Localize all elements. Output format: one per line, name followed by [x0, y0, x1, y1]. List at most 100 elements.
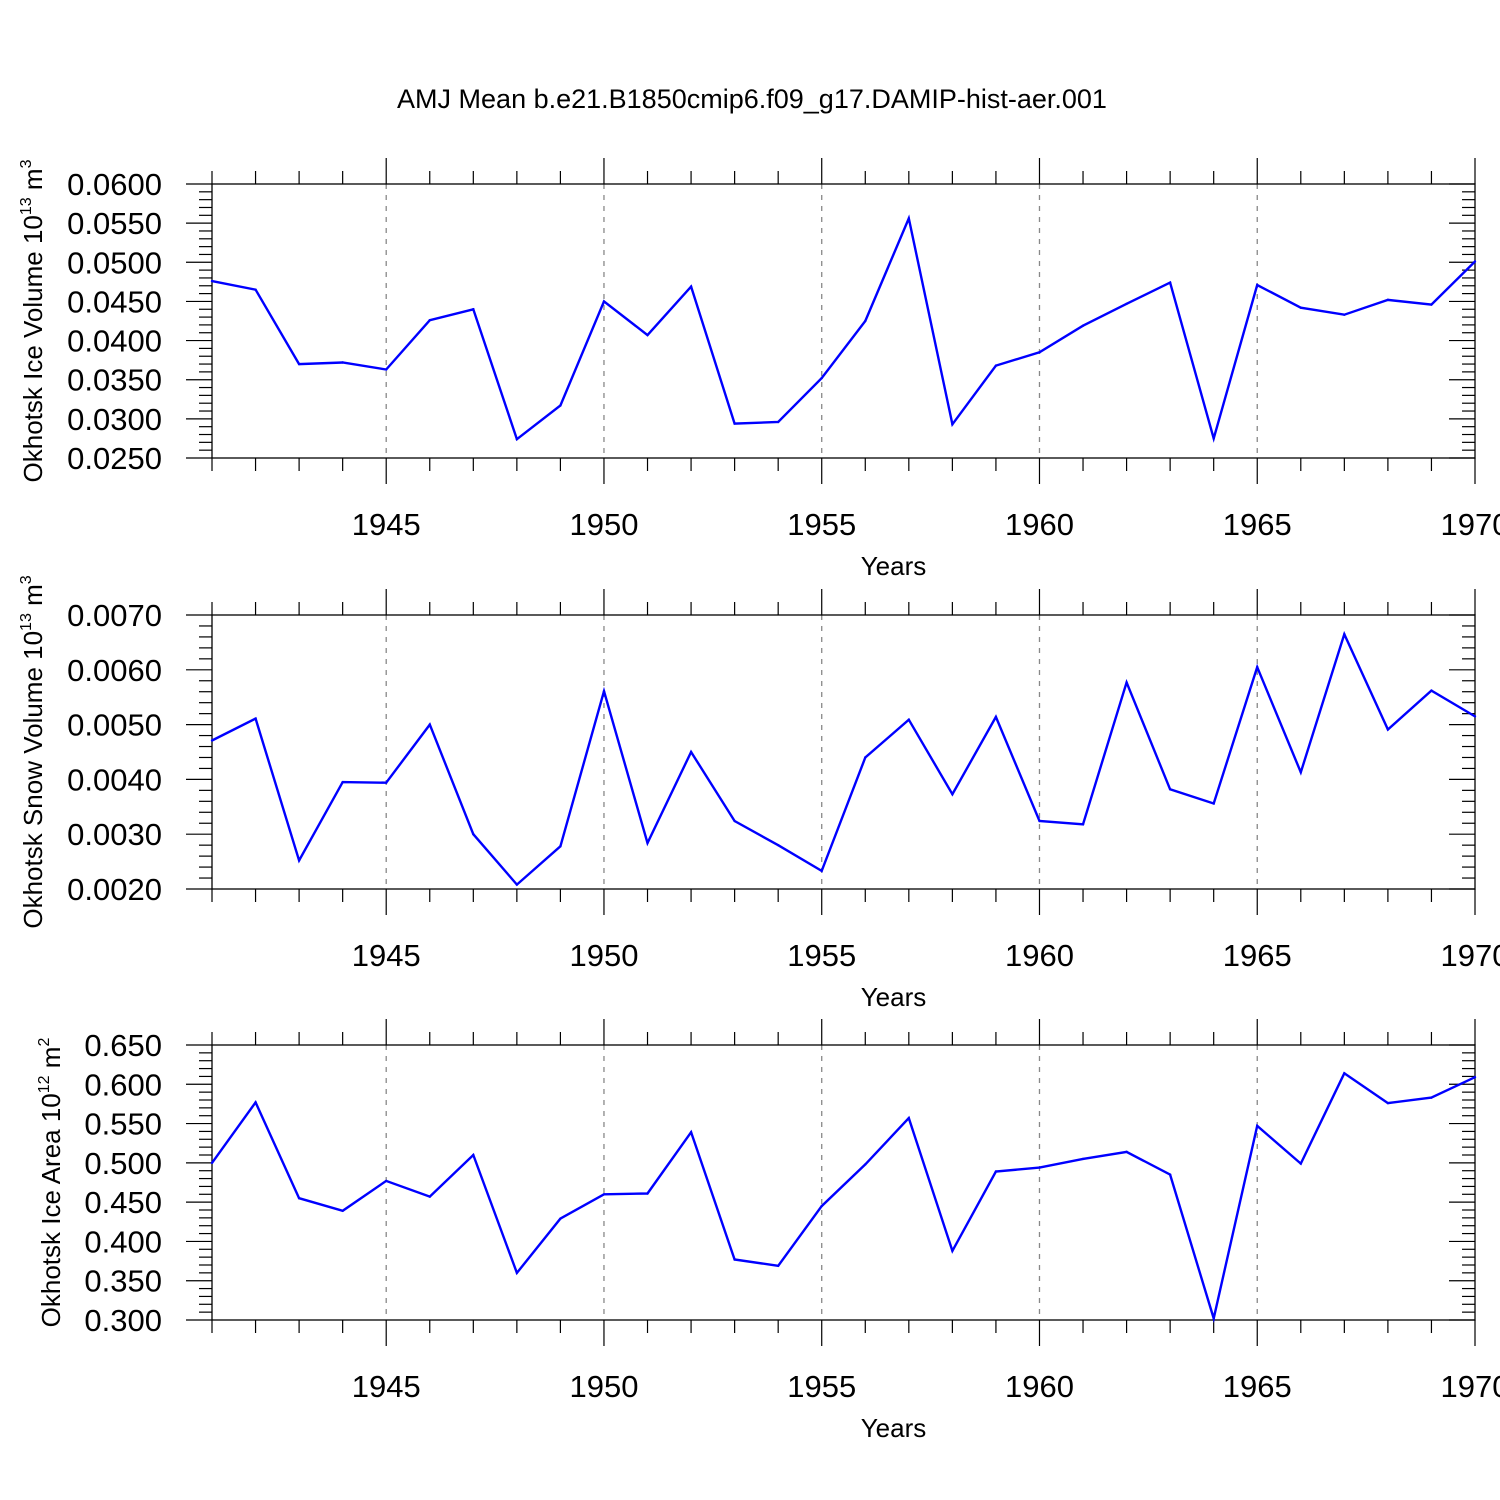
x-tick-label: 1965 [1223, 507, 1292, 542]
panel-ice-area: 0.300 0.350 0.400 0.450 0.500 0.550 0.600 0.650… [36, 1019, 1500, 1443]
plot-frame [211, 183, 1476, 459]
data-point [602, 1193, 606, 1196]
y-tick-label: 0.0250 [67, 441, 162, 476]
data-point [1038, 819, 1041, 823]
data-point [1081, 823, 1085, 826]
data-point [864, 756, 867, 759]
y-tick-label: 0.0550 [67, 206, 162, 241]
x-tick-label: 1955 [787, 507, 856, 542]
y-tick-label: 0.500 [84, 1146, 162, 1181]
x-tick-label: 1945 [352, 938, 421, 973]
data-point [907, 217, 911, 220]
data-point [1256, 283, 1259, 287]
x-tick-label: 1960 [1005, 938, 1074, 973]
x-tick-label: 1955 [787, 938, 856, 973]
plot-frame [211, 1044, 1476, 1321]
data-point [733, 819, 736, 823]
x-tick-label: 1970 [1441, 938, 1500, 973]
panel-snow-volume: 0.0020 0.0030 0.0040 0.0050 0.0060 0.0070 1945… [18, 575, 1500, 1012]
data-point [1473, 260, 1477, 263]
data-point [385, 1179, 388, 1183]
x-tick-label: 1965 [1223, 938, 1292, 973]
plot-frame [211, 614, 1476, 890]
data-point [1212, 802, 1215, 805]
figure-title: AMJ Mean b.e21.B1850cmip6.f09_g17.DAMIP-… [397, 84, 1107, 114]
data-point [994, 1170, 998, 1173]
data-point [1125, 1150, 1128, 1154]
data-point [515, 438, 519, 441]
x-tick-label: 1970 [1441, 1369, 1500, 1404]
x-tick-label: 1950 [569, 507, 638, 542]
data-point [602, 689, 606, 693]
data-point [1256, 665, 1259, 669]
data-point [559, 404, 562, 407]
y-tick-label: 0.0070 [67, 598, 162, 633]
x-axis-label: Years [861, 982, 927, 1012]
data-point [776, 1264, 780, 1267]
data-point [951, 423, 954, 426]
data-point [341, 361, 344, 364]
data-point [907, 718, 911, 721]
data-point [646, 1192, 649, 1195]
data-point [1081, 324, 1085, 327]
x-axis-label: Years [861, 1413, 927, 1443]
data-point [1168, 281, 1172, 284]
data-point [1386, 1101, 1390, 1105]
data-point [1386, 728, 1390, 731]
x-tick-label: 1950 [569, 1369, 638, 1404]
data-point [1299, 1162, 1302, 1165]
data-point [472, 833, 475, 836]
data-point [559, 1217, 562, 1220]
y-tick-label: 0.300 [84, 1303, 162, 1338]
data-point [341, 780, 344, 784]
data-point [1473, 715, 1477, 718]
data-point [472, 1153, 475, 1157]
y-tick-label: 0.550 [84, 1107, 162, 1142]
data-point [1038, 351, 1041, 354]
data-point [1299, 771, 1302, 774]
y-tick-label: 0.600 [84, 1067, 162, 1102]
data-point [733, 422, 736, 425]
x-tick-label: 1960 [1005, 507, 1074, 542]
x-tick-label: 1945 [352, 507, 421, 542]
data-point [559, 845, 562, 848]
data-point [254, 288, 257, 291]
data-point [210, 279, 214, 283]
series-line [211, 214, 1476, 443]
x-tick-label: 1945 [352, 1369, 421, 1404]
data-point [1212, 1317, 1215, 1320]
data-point [1038, 1166, 1041, 1169]
data-point [1386, 298, 1390, 302]
series-line [211, 1071, 1476, 1324]
data-point [1430, 1096, 1433, 1099]
y-tick-label: 0.400 [84, 1224, 162, 1259]
data-point [1212, 437, 1215, 440]
y-axis-label: Okhotsk Snow Volume 1013 m3 [18, 575, 48, 928]
data-point [689, 1131, 693, 1134]
data-point [820, 869, 823, 873]
data-point [1081, 1157, 1085, 1161]
data-point [1343, 632, 1346, 636]
data-point [1125, 302, 1128, 305]
data-point [1343, 1072, 1346, 1075]
data-point [297, 859, 301, 862]
data-point [602, 300, 606, 303]
panel-ice-volume: 0.0250 0.0300 0.0350 0.0400 0.0450 0.0500 0.05… [18, 158, 1500, 581]
data-point [210, 1161, 214, 1165]
y-tick-label: 0.0500 [67, 245, 162, 280]
x-tick-label: 1965 [1223, 1369, 1292, 1404]
x-tick-label: 1970 [1441, 507, 1500, 542]
data-point [820, 376, 823, 380]
data-point [254, 1101, 257, 1104]
data-point [428, 319, 431, 322]
data-point [515, 1271, 519, 1275]
data-point [951, 1249, 954, 1253]
y-tick-label: 0.650 [84, 1028, 162, 1063]
y-tick-label: 0.0350 [67, 363, 162, 398]
data-point [820, 1204, 823, 1208]
y-tick-label: 0.0450 [67, 284, 162, 319]
y-tick-label: 0.0300 [67, 402, 162, 437]
y-tick-label: 0.0040 [67, 762, 162, 797]
y-tick-label: 0.0020 [67, 872, 162, 907]
